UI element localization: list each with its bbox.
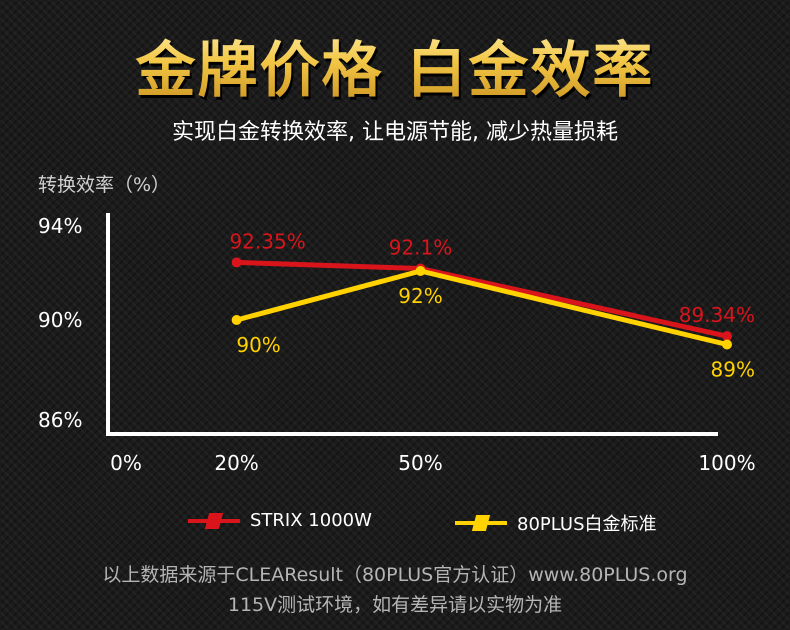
data-point — [722, 339, 732, 350]
data-point — [231, 257, 242, 268]
page-subtitle: 实现白金转换效率, 让电源节能, 减少热量损耗 — [172, 120, 618, 145]
legend-item-80plus: 80PLUS白金标准 — [455, 510, 657, 536]
y-tick-label: 90% — [38, 308, 82, 332]
legend-label-80plus: 80PLUS白金标准 — [517, 514, 657, 535]
data-label: 92.35% — [229, 229, 305, 253]
y-axis-label: 转换效率（%） — [38, 174, 171, 196]
x-tick-label: 0% — [110, 451, 142, 475]
y-tick-label: 94% — [38, 214, 82, 238]
data-label: 90% — [236, 333, 280, 357]
legend-item-strix: STRIX 1000W — [188, 510, 372, 531]
page-title: 金牌价格 白金效率 — [0, 22, 790, 109]
x-tick-label: 100% — [698, 451, 755, 475]
data-label: 89.34% — [679, 303, 755, 327]
x-tick-label: 20% — [214, 451, 258, 475]
test-note: 115V测试环境，如有差异请以实物为准 — [227, 594, 563, 616]
source-note: 以上数据来源于CLEAResult（80PLUS官方认证）www.80PLUS.… — [102, 564, 688, 586]
x-tick-label: 50% — [398, 451, 442, 475]
legend-swatch-80plus — [455, 513, 507, 533]
y-tick-label: 86% — [38, 408, 82, 432]
data-label: 92.1% — [389, 236, 453, 260]
data-point — [231, 315, 242, 325]
legend-marker-strix — [204, 512, 224, 529]
data-label: 89% — [711, 358, 755, 382]
legend-marker-80plus — [471, 515, 491, 531]
data-point — [722, 331, 732, 342]
data-point — [415, 266, 426, 276]
data-label: 92% — [398, 284, 442, 308]
legend-swatch-strix — [188, 511, 240, 531]
legend-label-strix: STRIX 1000W — [250, 510, 372, 531]
